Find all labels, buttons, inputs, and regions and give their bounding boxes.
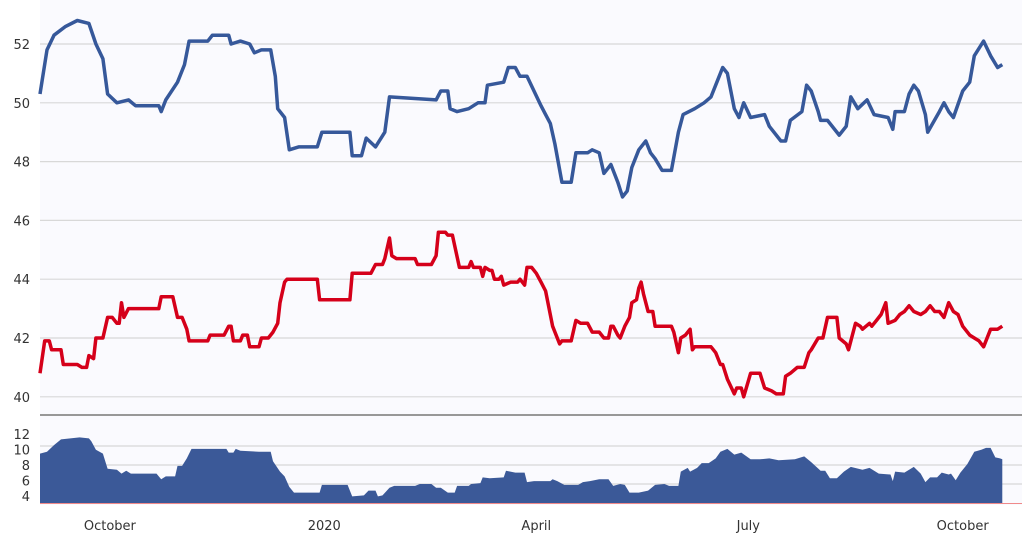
y-tick-label: 44 xyxy=(13,273,30,288)
top-series xyxy=(38,18,1004,399)
x-axis: October 2020 April July October xyxy=(84,519,989,534)
top-gridlines xyxy=(40,43,1022,398)
series-line-red xyxy=(38,230,1004,399)
y-tick-label: 6 xyxy=(22,475,30,490)
plot-background xyxy=(40,0,1022,505)
series-area-volume xyxy=(40,437,1003,503)
y-tick-label: 40 xyxy=(13,391,30,406)
y-tick-label: 50 xyxy=(13,97,30,112)
x-tick-label: October xyxy=(84,519,137,534)
y-tick-label: 52 xyxy=(13,38,30,53)
x-tick-label: July xyxy=(736,519,761,534)
y-tick-label: 8 xyxy=(22,459,30,474)
top-y-axis: 52 50 48 46 44 42 40 xyxy=(13,38,30,406)
y-tick-label: 42 xyxy=(13,332,30,347)
y-tick-label: 48 xyxy=(13,156,30,171)
x-tick-label: April xyxy=(521,519,551,534)
y-tick-label: 12 xyxy=(13,428,30,443)
series-line-blue xyxy=(38,18,1004,199)
y-tick-label: 10 xyxy=(13,444,30,459)
x-tick-label: 2020 xyxy=(308,519,341,534)
bottom-series xyxy=(40,437,1003,503)
x-tick-label: October xyxy=(937,519,990,534)
y-tick-label: 46 xyxy=(13,214,30,229)
y-tick-label: 4 xyxy=(22,490,30,505)
